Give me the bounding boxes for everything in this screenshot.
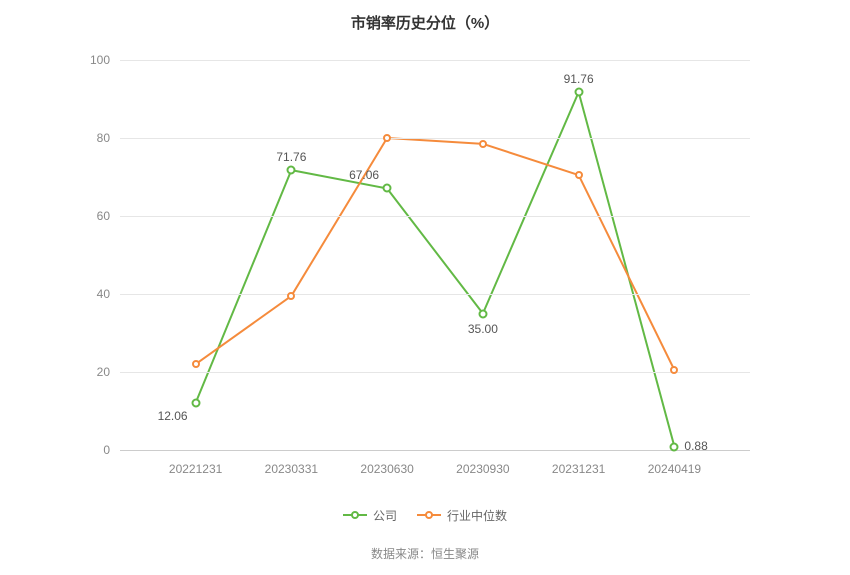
gridline — [120, 216, 750, 217]
series-lines — [120, 60, 750, 450]
series-marker — [478, 309, 487, 318]
data-source-text: 数据来源：恒生聚源 — [371, 547, 479, 561]
x-tick-label: 20230930 — [456, 462, 509, 476]
data-point-label: 35.00 — [468, 322, 498, 336]
gridline — [120, 372, 750, 373]
y-tick-label: 40 — [97, 287, 110, 301]
series-line — [196, 138, 675, 370]
legend-label: 公司 — [373, 507, 397, 524]
plot-area: 0204060801002022123120230331202306302023… — [120, 60, 750, 450]
data-point-label: 12.06 — [158, 409, 188, 423]
series-marker — [670, 442, 679, 451]
x-tick-label: 20230331 — [265, 462, 318, 476]
gridline — [120, 294, 750, 295]
legend: 公司 行业中位数 — [0, 505, 850, 524]
x-tick-label: 20240419 — [648, 462, 701, 476]
y-tick-label: 80 — [97, 131, 110, 145]
data-point-label: 91.76 — [564, 72, 594, 86]
x-tick-label: 20230630 — [360, 462, 413, 476]
series-marker — [670, 366, 678, 374]
chart-container: 市销率历史分位（%） 02040608010020221231202303312… — [0, 0, 850, 575]
series-marker — [383, 134, 391, 142]
legend-label: 行业中位数 — [447, 507, 507, 524]
legend-item[interactable]: 公司 — [343, 507, 397, 524]
gridline — [120, 60, 750, 61]
series-marker — [287, 166, 296, 175]
series-marker — [383, 184, 392, 193]
y-tick-label: 100 — [90, 53, 110, 67]
series-marker — [191, 398, 200, 407]
y-tick-label: 0 — [103, 443, 110, 457]
chart-title: 市销率历史分位（%） — [0, 12, 850, 33]
series-marker — [574, 88, 583, 97]
series-marker — [479, 140, 487, 148]
data-point-label: 0.88 — [684, 439, 707, 453]
y-tick-label: 20 — [97, 365, 110, 379]
series-line — [196, 92, 675, 446]
legend-item[interactable]: 行业中位数 — [417, 507, 507, 524]
legend-swatch — [417, 514, 441, 516]
series-marker — [575, 171, 583, 179]
data-source: 数据来源：恒生聚源 — [0, 545, 850, 562]
legend-swatch — [343, 514, 367, 516]
series-marker — [192, 360, 200, 368]
x-tick-label: 20231231 — [552, 462, 605, 476]
gridline — [120, 138, 750, 139]
data-point-label: 67.06 — [349, 168, 379, 182]
data-point-label: 71.76 — [276, 150, 306, 164]
gridline — [120, 450, 750, 451]
y-tick-label: 60 — [97, 209, 110, 223]
series-marker — [287, 292, 295, 300]
x-tick-label: 20221231 — [169, 462, 222, 476]
